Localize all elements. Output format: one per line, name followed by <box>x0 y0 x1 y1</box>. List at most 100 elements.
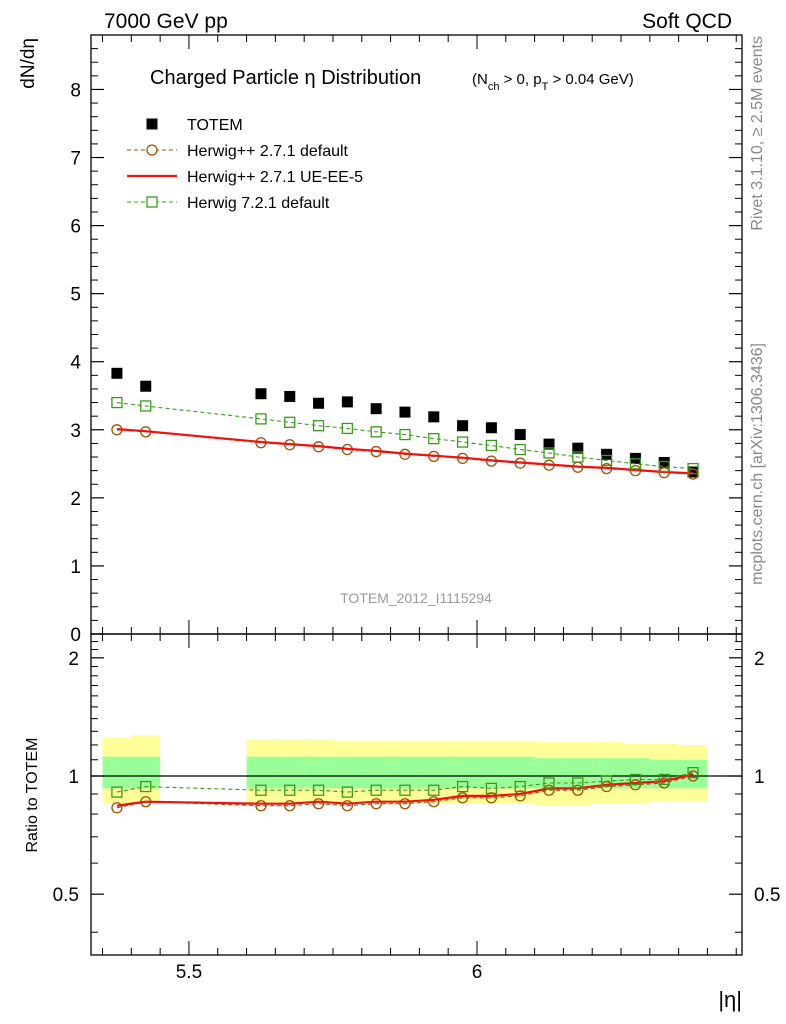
ratio-plot-frame <box>90 633 743 956</box>
ratio-square-marker <box>658 773 670 786</box>
main-square-marker <box>255 413 267 425</box>
legend-item: Herwig++ 2.7.1 UE-EE-5 <box>127 169 363 186</box>
ratio-band-green <box>390 756 420 789</box>
main-data-point <box>255 388 267 400</box>
ratio-y-tick-label-right: 2 <box>754 649 765 670</box>
main-y-tick-label: 4 <box>70 353 81 374</box>
ratio-square-marker <box>111 786 123 798</box>
ratio-square-marker <box>514 780 526 793</box>
legend: TOTEM Herwig++ 2.7.1 default Herwig++ 2.7.… <box>127 117 363 212</box>
ratio-y-tick-label-right: 1 <box>754 767 765 788</box>
ratio-y-tick-label: 2 <box>68 649 79 670</box>
ratio-square-marker <box>600 775 613 787</box>
main-data-point <box>572 442 584 454</box>
legend-item: Herwig++ 2.7.1 default <box>127 143 349 160</box>
ratio-band-green <box>678 759 708 789</box>
ratio-circle-marker <box>456 792 469 804</box>
main-y-tick-label: 0 <box>70 625 81 646</box>
main-square-marker <box>600 454 613 467</box>
ratio-circle-marker <box>399 798 411 810</box>
ratio-square-marker <box>485 782 498 795</box>
ratio-square-marker <box>629 773 642 786</box>
main-square-marker <box>658 460 670 473</box>
ratio-square-marker <box>543 777 555 789</box>
main-square-marker <box>456 436 469 448</box>
subtitle-sub-t: T <box>542 81 549 93</box>
main-square-marker <box>284 416 296 428</box>
main-data-point <box>457 420 469 432</box>
ratio-square-marker <box>428 784 440 796</box>
ratio-circle-marker <box>370 798 382 810</box>
main-data-point <box>514 429 526 441</box>
legend-label: TOTEM <box>187 117 243 134</box>
subtitle-part-b: > 0, p <box>499 71 541 88</box>
chart-title: Charged Particle η Distribution <box>150 67 421 89</box>
main-square-marker <box>312 420 325 432</box>
main-square-marker <box>428 432 440 445</box>
main-data-point <box>428 411 440 423</box>
main-y-tick-label: 5 <box>70 285 81 306</box>
main-data-point <box>601 448 613 460</box>
main-square-marker <box>629 458 642 470</box>
legend-marker-square <box>146 196 158 208</box>
ratio-band-green <box>131 756 161 789</box>
ratio-square-marker <box>572 777 584 789</box>
ratio-square-marker <box>456 780 469 793</box>
main-square-marker <box>543 447 555 459</box>
ratio-circle-marker <box>428 796 440 808</box>
main-square-marker <box>687 462 699 475</box>
ratio-square-marker <box>687 766 699 779</box>
ratio-circle-marker <box>572 784 584 796</box>
main-square-marker <box>485 439 498 452</box>
ratio-square-marker <box>399 784 411 796</box>
ratio-circle-marker <box>255 800 267 812</box>
main-square-marker <box>370 426 382 438</box>
ratio-circle-marker <box>341 800 354 812</box>
ratio-y-tick-label: 1 <box>68 767 79 788</box>
main-y-tick-label: 7 <box>70 149 81 170</box>
ratio-band-green <box>505 756 535 789</box>
header-right: Soft QCD <box>642 10 732 33</box>
x-tick-label: 5.5 <box>176 962 202 983</box>
ratio-circle-marker <box>514 790 526 802</box>
main-square-marker <box>399 428 411 441</box>
ratio-square-marker <box>312 784 325 796</box>
chart-subtitle: (Nch > 0, pT > 0.04 GeV) <box>472 71 634 93</box>
main-data-point <box>370 403 382 415</box>
legend-marker-circle <box>146 144 158 156</box>
ratio-band-green <box>419 756 449 789</box>
ratio-y-tick-label-right: 0.5 <box>754 885 780 906</box>
main-panel: 0 1 2 3 4 5 6 7 8 TOTEM_2012_I1115294 Charged Pa… <box>70 34 743 646</box>
main-y-tick-label: 8 <box>70 80 81 101</box>
subtitle-part-a: (N <box>472 71 488 88</box>
main-data-point <box>485 422 497 434</box>
main-line-solid <box>116 428 694 475</box>
main-data-point <box>658 456 670 468</box>
subtitle-sub-ch: ch <box>488 81 500 93</box>
ratio-square-marker <box>284 784 296 796</box>
ratio-band-green <box>332 756 362 789</box>
ratio-y-tick-label: 0.5 <box>53 885 79 906</box>
subtitle-part-c: > 0.04 GeV) <box>548 71 633 88</box>
rivet-version-label: Rivet 3.1.10, ≥ 2.5M events <box>749 36 766 231</box>
mcplots-label: mcplots.cern.ch [arXiv:1306.3436] <box>749 343 766 585</box>
main-y-tick-label: 1 <box>70 557 81 578</box>
main-square-marker <box>514 443 526 456</box>
main-y-tick-label: 3 <box>70 421 81 442</box>
x-tick-label: 6 <box>472 962 483 983</box>
main-y-tick-label: 6 <box>70 217 81 238</box>
legend-label: Herwig 7.2.1 default <box>187 195 330 212</box>
legend-item: TOTEM <box>146 117 243 134</box>
ratio-square-marker <box>370 784 382 796</box>
main-data-point <box>284 390 296 402</box>
ratio-circle-marker <box>284 800 296 812</box>
main-square-marker <box>111 396 123 409</box>
main-data-point <box>341 396 353 408</box>
ratio-band-green <box>304 756 333 789</box>
main-data-point <box>543 438 555 450</box>
main-square-marker <box>140 400 152 412</box>
main-square-marker <box>341 422 354 435</box>
legend-marker-data <box>146 118 158 130</box>
main-data-point <box>111 367 123 379</box>
